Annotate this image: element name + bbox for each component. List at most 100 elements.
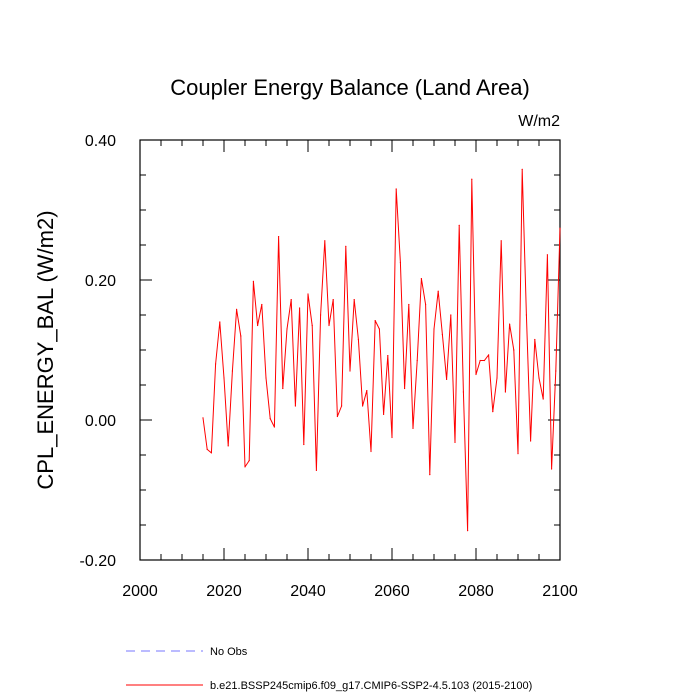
data-point — [345, 245, 347, 247]
data-point — [227, 445, 229, 447]
data-point — [273, 426, 275, 428]
y-tick-label: 0.20 — [85, 273, 116, 290]
data-point — [399, 261, 401, 264]
data-point — [210, 452, 212, 454]
data-point — [290, 299, 292, 301]
data-point — [408, 303, 410, 306]
data-point — [509, 323, 511, 325]
data-point — [420, 278, 422, 280]
data-point — [521, 168, 523, 170]
data-point — [496, 377, 498, 379]
data-point — [517, 453, 519, 455]
legend-label: b.e21.BSSP245cmip6.f09_g17.CMIP6-SSP2-4.… — [210, 680, 532, 692]
data-point — [332, 299, 334, 301]
x-tick-label: 2040 — [290, 583, 326, 600]
data-point — [383, 413, 385, 415]
data-point — [458, 224, 460, 226]
data-point — [282, 387, 284, 390]
data-point — [311, 324, 313, 327]
data-point — [357, 338, 359, 341]
data-point — [215, 363, 217, 365]
data-point — [471, 178, 473, 180]
data-point — [374, 320, 376, 322]
data-point — [269, 418, 271, 420]
data-point — [244, 466, 246, 468]
data-point — [530, 440, 532, 442]
data-point — [500, 240, 502, 242]
data-point — [479, 359, 481, 362]
data-point — [252, 280, 254, 282]
data-point — [366, 390, 368, 392]
data-point — [559, 227, 561, 229]
data-point — [412, 427, 414, 429]
data-point — [320, 314, 322, 316]
data-point — [294, 405, 296, 407]
data-point — [240, 335, 242, 337]
data-point — [551, 468, 553, 470]
x-tick-label: 2080 — [458, 583, 494, 600]
data-point — [307, 293, 309, 295]
legend-label: No Obs — [210, 646, 248, 658]
chart-title: Coupler Energy Balance (Land Area) — [170, 75, 530, 100]
data-point — [467, 530, 469, 532]
data-point — [534, 338, 536, 341]
data-point — [353, 299, 355, 301]
x-tick-label: 2100 — [542, 583, 578, 600]
data-point — [349, 370, 351, 372]
data-point — [206, 448, 208, 450]
data-point — [525, 314, 528, 316]
data-point — [542, 398, 544, 400]
data-point — [504, 391, 506, 393]
data-point — [257, 324, 259, 327]
data-point — [387, 355, 389, 357]
data-point — [425, 303, 427, 306]
data-point — [265, 377, 267, 379]
units-label: W/m2 — [518, 113, 560, 130]
plot-frame — [139, 139, 561, 561]
data-point — [328, 324, 330, 327]
data-series — [202, 168, 561, 532]
y-tick-label: -0.20 — [80, 553, 117, 570]
y-tick-label: 0.00 — [85, 413, 116, 430]
data-point — [286, 328, 288, 330]
data-point — [416, 359, 418, 362]
data-point — [462, 391, 464, 393]
data-point — [446, 378, 448, 380]
x-tick-label: 2060 — [374, 583, 410, 600]
data-point — [429, 474, 431, 476]
data-point — [248, 460, 250, 462]
data-point — [336, 415, 338, 418]
series-line — [202, 168, 561, 532]
data-point — [404, 387, 406, 390]
data-point — [231, 370, 233, 372]
data-point — [555, 370, 557, 372]
data-point — [315, 469, 317, 471]
data-point — [370, 450, 372, 453]
data-point — [395, 188, 397, 190]
data-point — [391, 436, 393, 439]
data-point — [261, 303, 263, 306]
data-point — [441, 334, 443, 336]
data-point — [450, 314, 452, 316]
data-point — [278, 236, 280, 238]
data-point — [433, 328, 435, 330]
data-point — [202, 417, 204, 419]
axis-ticks — [139, 139, 561, 561]
data-point — [475, 373, 477, 376]
data-point — [538, 377, 540, 379]
data-point — [513, 349, 515, 351]
data-point — [303, 443, 305, 446]
data-point — [488, 354, 490, 356]
y-tick-label: 0.40 — [85, 133, 116, 150]
legend: No Obs b.e21.BSSP245cmip6.f09_g17.CMIP6-S… — [126, 646, 532, 692]
x-tick-label: 2000 — [122, 583, 158, 600]
data-point — [341, 405, 343, 407]
data-point — [236, 308, 238, 310]
data-point — [299, 307, 301, 309]
data-point — [437, 290, 439, 292]
data-point — [362, 405, 364, 407]
data-point — [219, 321, 221, 323]
data-point — [324, 240, 326, 242]
data-point — [483, 359, 485, 362]
